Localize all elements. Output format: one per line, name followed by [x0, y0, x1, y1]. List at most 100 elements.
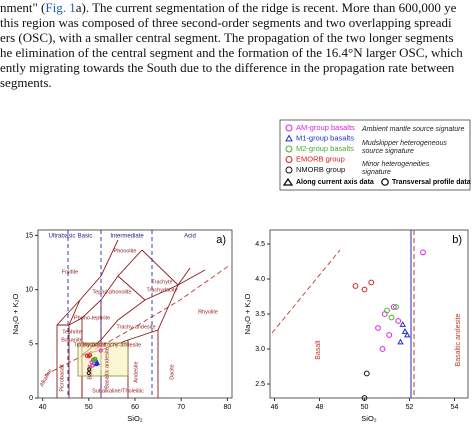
data-point	[361, 286, 368, 293]
field-label: Trachy-basalt	[73, 342, 107, 348]
x-tick-label: 80	[223, 404, 231, 411]
figure-reference[interactable]: Fig. 1	[45, 0, 76, 15]
legend-marker	[285, 124, 293, 132]
text-line: this region was composed of three second…	[0, 15, 452, 30]
legend-marker	[285, 166, 293, 174]
alkaline-divide	[44, 264, 231, 376]
data-point	[390, 304, 397, 310]
field-label: Subalkaline/Tholeiitic	[92, 388, 144, 394]
data-point	[388, 314, 395, 321]
legend-marker	[381, 178, 389, 186]
field-label: Alkaline	[39, 368, 54, 388]
y-tick-label: 2.5	[255, 381, 265, 388]
data-point	[420, 249, 426, 256]
legend-note: source signature	[362, 148, 414, 155]
y-tick-label: 4.0	[255, 276, 265, 283]
legend-label: AM-group basalts	[296, 123, 355, 132]
zoom-area	[77, 342, 129, 377]
y-tick-label: 0	[29, 395, 33, 402]
data-point	[379, 346, 386, 352]
y-tick-label: 3.5	[255, 311, 265, 318]
data-point	[401, 328, 409, 334]
field-label: Basaltic andesite	[104, 347, 110, 389]
field-label: Andesite	[133, 361, 139, 382]
data-point	[393, 304, 399, 310]
legend-label: M2-group basalts	[296, 144, 354, 153]
field-label: Dacite	[169, 364, 175, 380]
region-header: Acid	[184, 234, 196, 240]
y-tick-label: 4.5	[255, 241, 265, 248]
y-tick-label: 5	[29, 341, 33, 348]
data-point	[361, 395, 368, 401]
data-point	[86, 370, 91, 376]
x-tick-label: 48	[316, 404, 324, 411]
data-point	[404, 331, 411, 338]
legend-label: NMORB group	[296, 165, 345, 174]
legend-footer: Along current axis data	[296, 179, 374, 186]
field-label: Tephrite	[62, 329, 82, 335]
alkaline-divide	[271, 249, 341, 334]
x-tick-label: 70	[177, 404, 185, 411]
field-label: Basalt	[315, 340, 322, 360]
data-point	[368, 279, 375, 286]
data-point	[399, 321, 406, 327]
x-tick-label: 52	[406, 404, 414, 411]
field-label: Trachyte	[151, 279, 172, 285]
data-point	[384, 307, 390, 314]
text-line: ently migrating towards the South due to…	[0, 60, 455, 75]
field-label: Tephri-phonolite	[92, 289, 131, 295]
field-label: Basanite	[61, 337, 82, 343]
field-label: Phono-tephrite	[74, 315, 110, 321]
x-tick-label: 54	[451, 404, 459, 411]
legend-note: Minor heterogeneities	[362, 161, 430, 168]
region-header: Ultrabasic	[49, 234, 76, 240]
data-point	[352, 283, 359, 289]
x-tick-label: 50	[361, 404, 369, 411]
legend-marker	[285, 145, 293, 153]
panel-label: a)	[216, 234, 226, 246]
data-point	[397, 338, 404, 345]
y-axis-label: Na₂O + K₂O	[11, 294, 20, 335]
field-label: Picrobasalt	[59, 364, 65, 392]
x-tick-label: 50	[85, 404, 93, 411]
legend-note: Mudskipper heterogeneous	[362, 140, 447, 147]
field-label: Basaltic trachy-andesite	[83, 342, 141, 348]
field-label: Basalt	[87, 364, 93, 380]
y-tick-label: 10	[25, 286, 33, 293]
x-axis-label: SiO₂	[127, 414, 143, 423]
x-tick-label: 60	[131, 404, 139, 411]
y-axis-label: Na₂O + K₂O	[243, 294, 252, 335]
field-label: Phonolite	[114, 248, 137, 254]
legend-label: EMORB group	[296, 154, 345, 163]
text-line: segments.	[0, 75, 52, 90]
text-line: he elimination of the central segment an…	[0, 45, 463, 60]
legend-note: Ambient mantle source signature	[361, 126, 464, 133]
x-axis-label: SiO₂	[361, 414, 377, 423]
panel-label: b)	[452, 234, 462, 246]
legend-footer: Transversal profile data	[392, 179, 471, 186]
field-label: Basaltic andesite	[455, 313, 462, 366]
data-point	[386, 332, 393, 338]
text-line: ers (OSC), with a smaller central segmen…	[0, 30, 454, 45]
region-header: Basic	[78, 234, 93, 240]
text: a). The current segmentation of the ridg…	[75, 0, 457, 15]
data-point	[98, 348, 103, 353]
data-point	[90, 363, 95, 368]
legend-marker	[285, 134, 293, 142]
data-point	[93, 356, 98, 362]
legend-marker	[285, 156, 293, 163]
x-tick-label: 40	[39, 404, 47, 411]
y-tick-label: 15	[25, 232, 33, 239]
text: nment" (	[0, 0, 46, 15]
legend-note: signature	[362, 169, 391, 176]
field-label: Rhyolite	[198, 309, 218, 315]
paragraph: nment" (Fig. 1a). The current segmentati…	[0, 0, 474, 90]
data-point	[87, 367, 92, 372]
data-point	[395, 318, 402, 324]
field-label: Foidite	[62, 269, 79, 275]
text-line: nment" (Fig. 1a). The current segmentati…	[0, 0, 474, 15]
legend-marker	[282, 177, 294, 186]
field-label: Trachy-andesite	[116, 324, 155, 330]
